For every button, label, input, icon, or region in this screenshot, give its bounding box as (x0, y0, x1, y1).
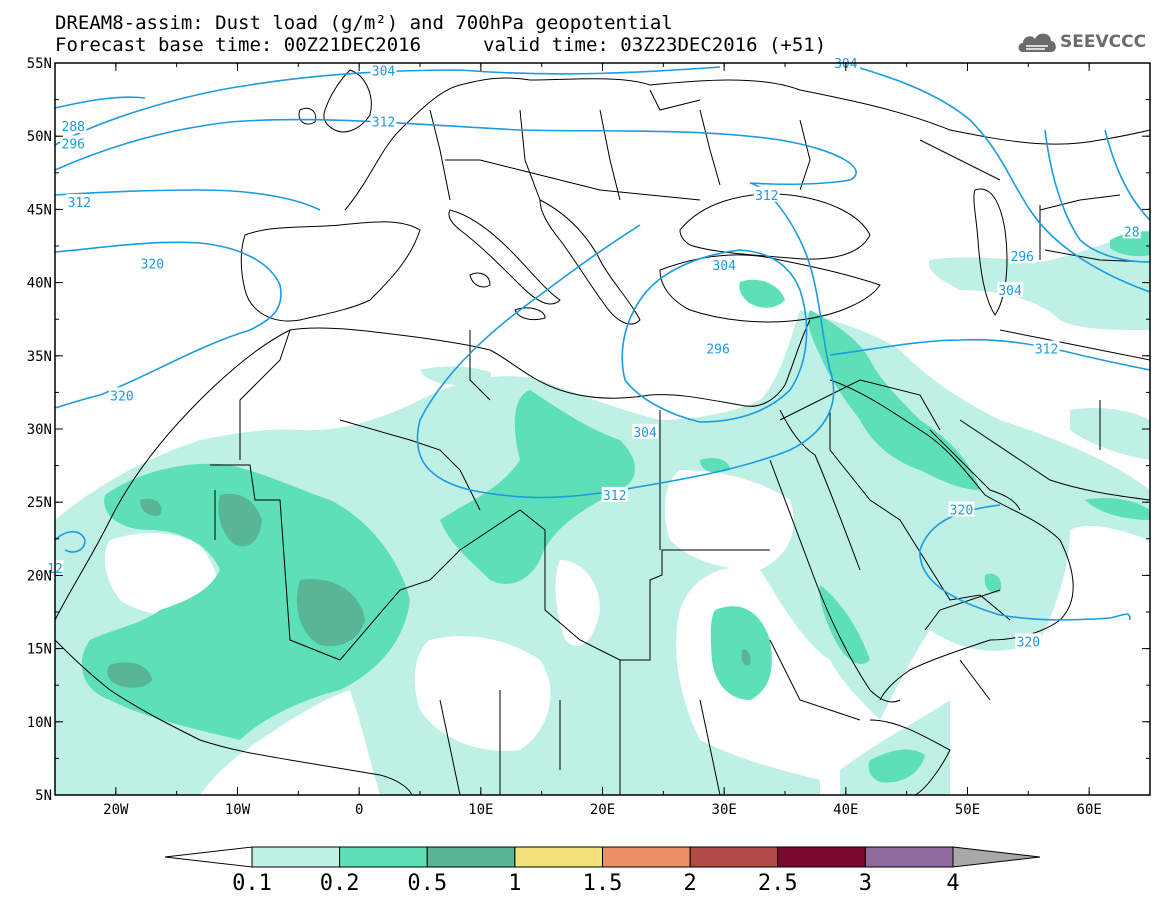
colorbar-box (514, 846, 603, 868)
colorbar-low-triangle (164, 846, 253, 868)
contour-label: 296 (1011, 250, 1034, 265)
forecast-base-time: Forecast base time: 00Z21DEC2016 (55, 34, 422, 56)
colorbar-high-triangle (952, 846, 1041, 868)
contour-label: 304 (633, 426, 657, 441)
contour-label-bg (753, 186, 780, 202)
lat-tick-label: 50N (27, 129, 52, 145)
contour-label-bg (108, 387, 135, 403)
contour-label-bg (632, 423, 659, 439)
colorbar-box (864, 846, 954, 868)
contour-label: 304 (712, 259, 736, 274)
contour-label: 312 (755, 189, 778, 204)
colorbar: 0.1 0.2 0.5 1 1.5 2 2.5 3 4 (164, 846, 1041, 896)
lat-tick-label: 40N (27, 276, 52, 292)
colorbar-label: 2 (684, 871, 697, 896)
lat-tick-label: 55N (27, 56, 52, 72)
colorbar-label: 1 (508, 871, 521, 896)
lon-tick-label: 50E (955, 802, 980, 818)
lon-tick-label: 30E (712, 802, 737, 818)
lon-tick-label: 10E (468, 802, 493, 818)
contour-label: 304 (372, 64, 396, 79)
colorbar-box (339, 846, 428, 868)
contour-label-bg (948, 501, 975, 517)
dust-shading (55, 230, 1150, 795)
contour-label: 296 (62, 138, 85, 153)
cloud-icon (1018, 33, 1056, 52)
contour-label: 312 (372, 116, 395, 131)
coastlines (55, 69, 1150, 795)
lon-tick-label: 60E (1077, 802, 1102, 818)
longitude-axis: 20W 10W 0 10E 20E 30E 40E 50E 60E (54, 63, 1151, 818)
contour-label: 320 (950, 504, 973, 519)
contour-label: 320 (110, 389, 133, 404)
lat-tick-label: 20N (27, 568, 52, 584)
lon-tick-label: 20W (103, 802, 129, 818)
lon-tick-label: 20E (590, 802, 615, 818)
contour-label-bg (370, 62, 397, 78)
contour-label-bg (1122, 223, 1141, 239)
contour-label: 312 (68, 196, 91, 211)
contour-label-bg (60, 117, 87, 133)
colorbar-label: 0.5 (407, 871, 447, 896)
lon-tick-label: 0 (355, 802, 363, 818)
contour-label: 312 (603, 489, 626, 504)
contour-label-bg (711, 257, 738, 273)
contour-label-bg (1015, 633, 1042, 649)
contour-label: 320 (141, 258, 164, 273)
colorbar-box (251, 846, 341, 868)
contour-label: 28 (1124, 225, 1140, 240)
contour-label: 312 (1035, 342, 1058, 357)
contour-label-bg (1033, 340, 1060, 356)
colorbar-label: 2.5 (758, 871, 798, 896)
lat-tick-label: 5N (35, 788, 52, 804)
lon-tick-label: 40E (833, 802, 858, 818)
contour-label-bg (60, 135, 87, 151)
contour-label-bg (66, 194, 93, 210)
colorbar-label: 0.1 (232, 871, 272, 896)
contour-label-bg (705, 340, 732, 356)
contour-label: 320 (1017, 635, 1040, 650)
lat-tick-label: 35N (27, 349, 52, 365)
contour-label-bg (139, 255, 166, 271)
colorbar-label: 0.2 (320, 871, 360, 896)
contour-label-bg (601, 486, 628, 502)
valid-time: valid time: 03Z23DEC2016 (+51) (483, 34, 827, 56)
lat-tick-label: 45N (27, 202, 52, 218)
lat-tick-label: 15N (27, 642, 52, 658)
contour-label: 296 (706, 342, 729, 357)
lon-tick-label: 10W (225, 802, 251, 818)
colorbar-box (689, 846, 779, 868)
contour-label: 304 (998, 284, 1022, 299)
logo-text: SEEVCCC (1060, 32, 1147, 52)
lat-tick-label: 10N (27, 715, 52, 731)
map-title: DREAM8-assim: Dust load (g/m²) and 700hP… (55, 12, 673, 34)
seevccc-logo: SEEVCCC (1015, 27, 1155, 57)
colorbar-label: 3 (859, 871, 872, 896)
contour-label: 288 (62, 120, 85, 135)
colorbar-label: 1.5 (583, 871, 623, 896)
contour-label-bg (997, 281, 1024, 297)
latitude-axis: 55N 50N 45N 40N 35N 30N 25N 20N 15N 10N 5N (27, 56, 1150, 804)
colorbar-label: 4 (946, 871, 959, 896)
contour-label-bg (370, 113, 397, 129)
colorbar-box (602, 846, 691, 868)
colorbar-box (777, 846, 866, 868)
lat-tick-label: 25N (27, 495, 52, 511)
colorbar-box (426, 846, 516, 868)
lat-tick-label: 30N (27, 422, 52, 438)
contour-label-bg (1009, 248, 1036, 264)
contour-labels: 304 312 288 296 312 320 320 312 304 296 304 312 320 3… (46, 55, 1141, 650)
